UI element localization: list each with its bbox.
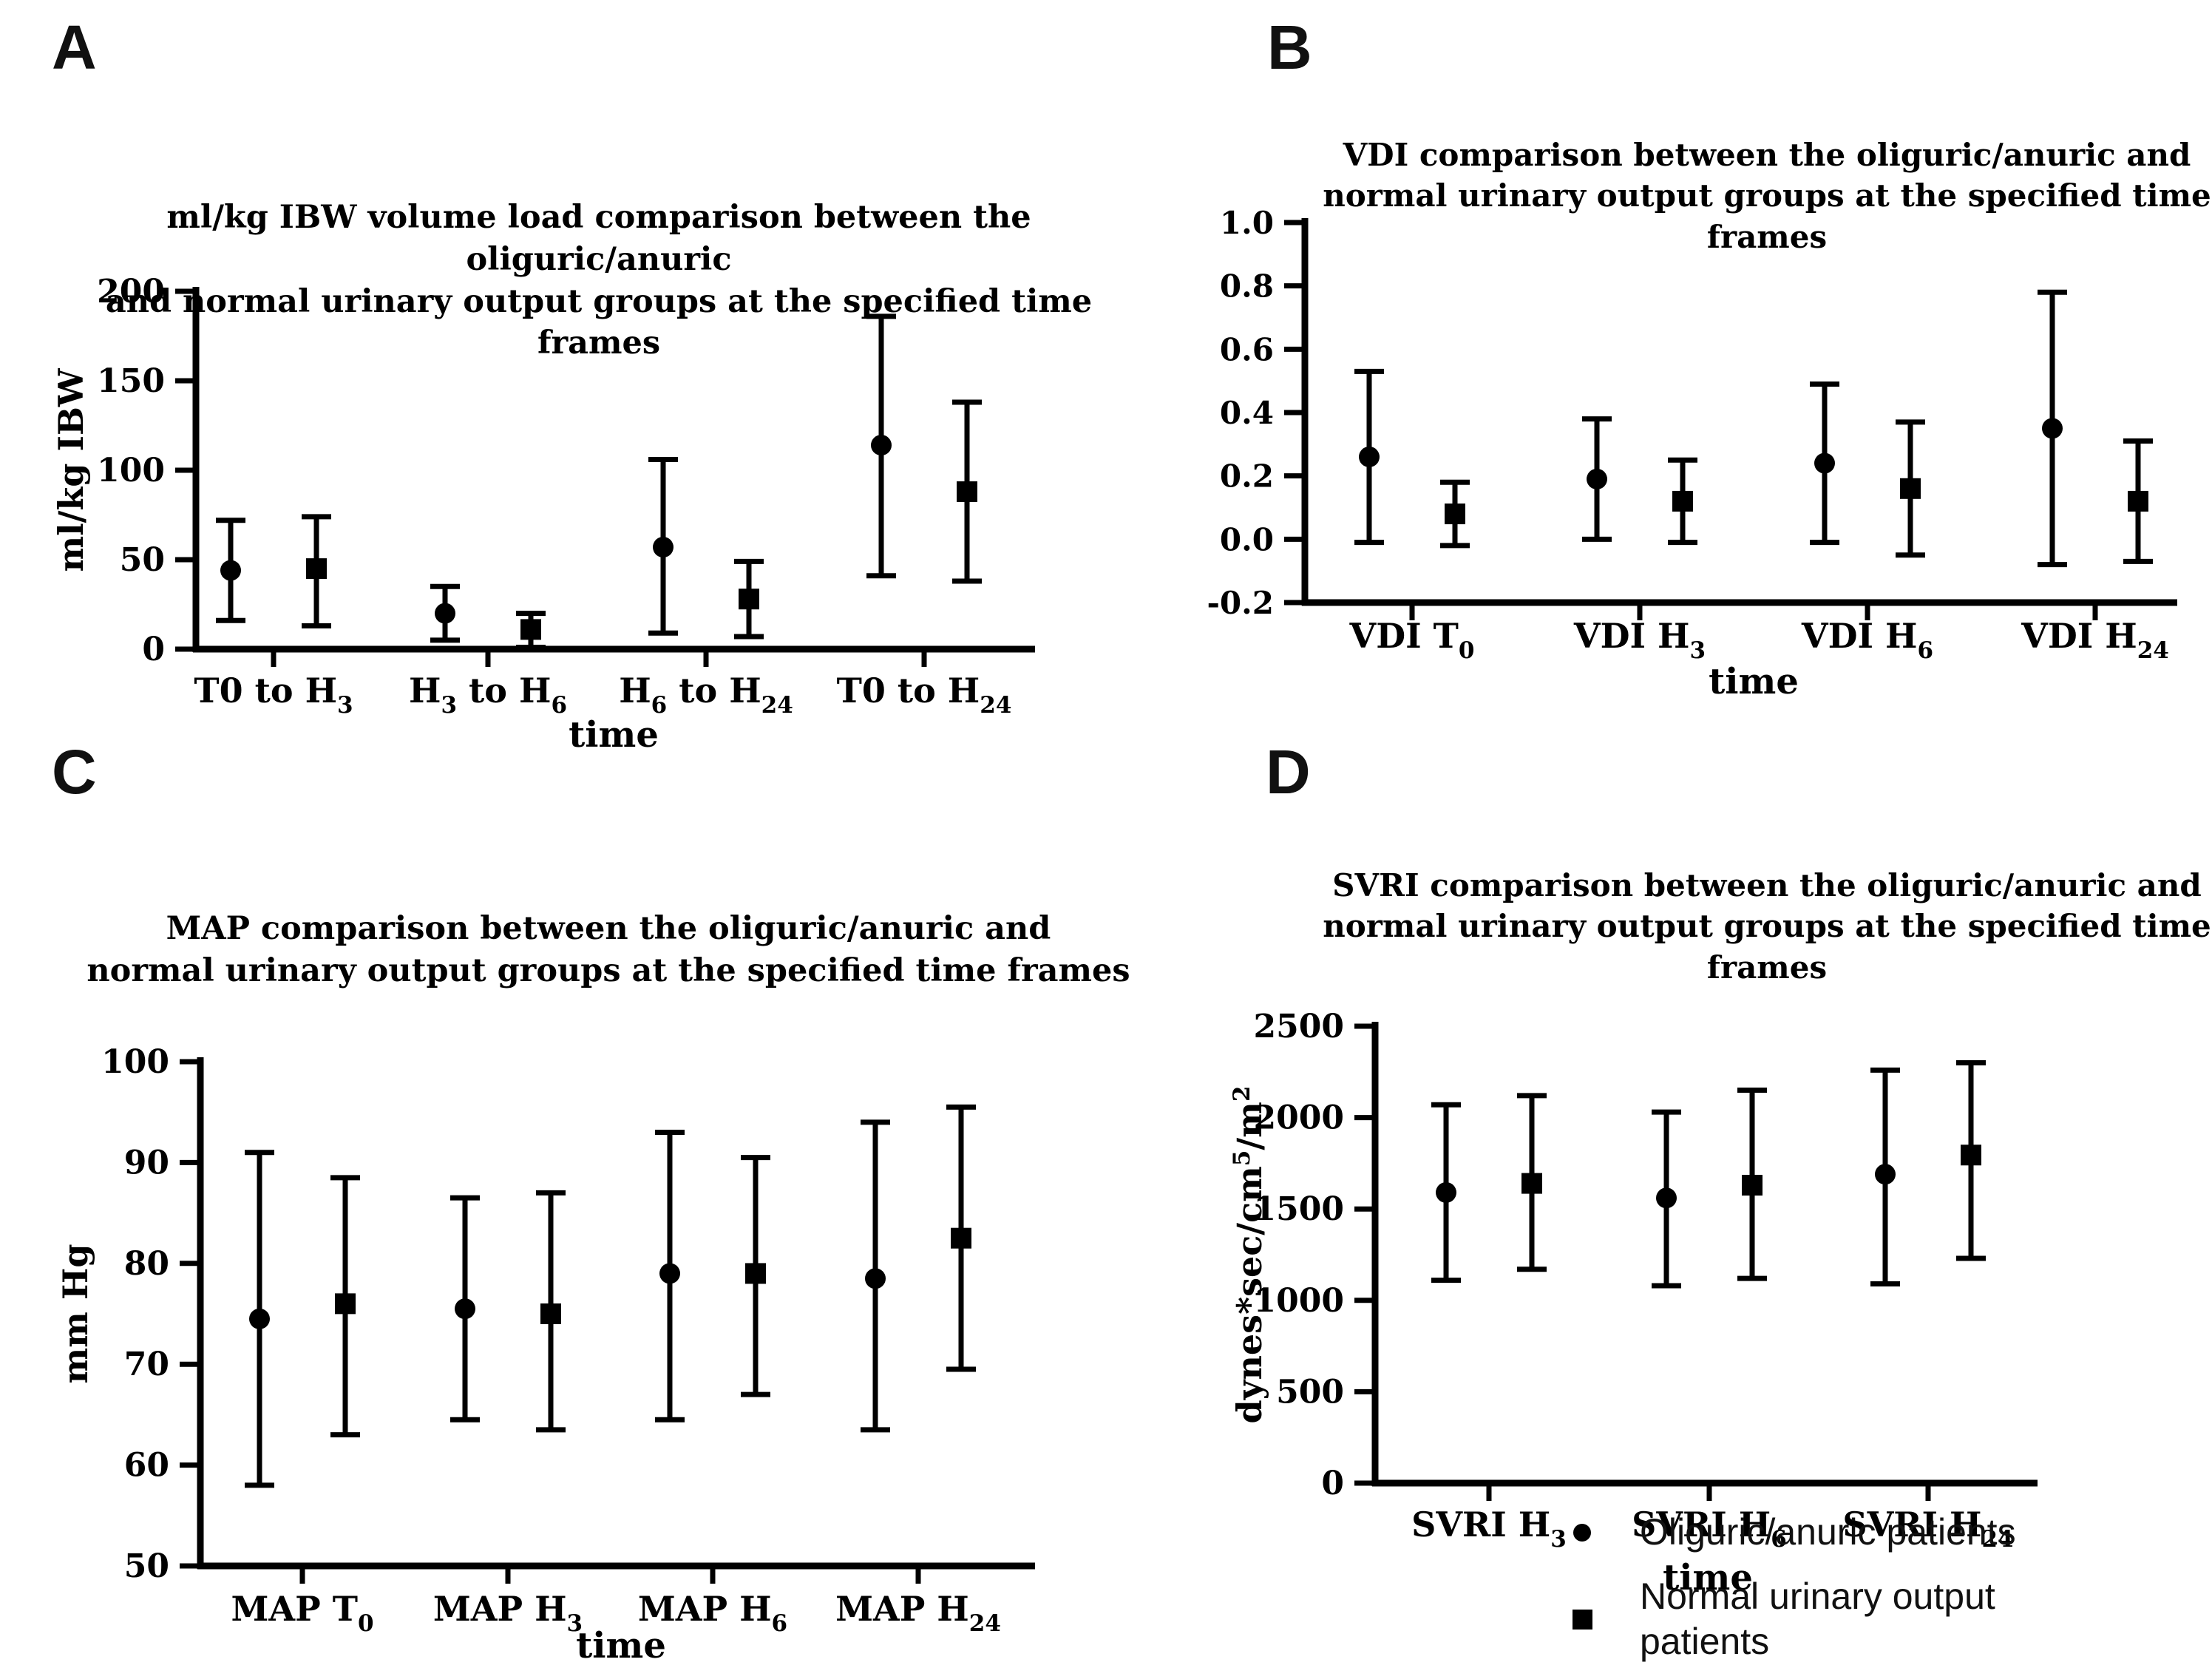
svg-text:time: time: [576, 1625, 666, 1665]
chart-title-d: SVRI comparison between the oliguric/anu…: [1323, 867, 2211, 986]
svg-text:MAP H24: MAP H24: [835, 1589, 1001, 1637]
svg-text:MAP H6: MAP H6: [638, 1589, 787, 1637]
svg-text:70: 70: [124, 1346, 169, 1383]
panel-label-b: B: [1267, 13, 1312, 82]
svg-text:SVRI H3: SVRI H3: [1411, 1505, 1567, 1553]
svg-text:150: 150: [97, 362, 165, 400]
panel-label-d: D: [1266, 737, 1311, 807]
chart-title-b: VDI comparison between the oliguric/anur…: [1323, 137, 2211, 255]
svg-text:H3 to H6: H3 to H6: [409, 671, 567, 719]
legend-label-normal: Normal urinary output patients: [1640, 1576, 1995, 1662]
svg-text:0: 0: [1321, 1465, 1344, 1502]
svg-text:T0 to H24: T0 to H24: [837, 671, 1012, 719]
svg-text:0: 0: [142, 631, 165, 668]
svg-text:1500: 1500: [1254, 1190, 1344, 1228]
svg-text:2500: 2500: [1254, 1008, 1344, 1045]
svg-text:100: 100: [97, 452, 165, 489]
svg-text:VDI T0: VDI T0: [1349, 616, 1475, 664]
svg-text:time: time: [569, 714, 659, 756]
svg-text:MAP H3: MAP H3: [433, 1589, 583, 1637]
svg-text:2000: 2000: [1254, 1099, 1344, 1137]
svg-text:time: time: [1709, 661, 1799, 702]
svg-text:mm Hg: mm Hg: [55, 1244, 95, 1384]
svg-text:60: 60: [124, 1447, 169, 1485]
legend-label-oliguric: Oliguric/anuric patients: [1640, 1511, 2016, 1553]
svg-text:MAP T0: MAP T0: [231, 1589, 373, 1637]
svg-text:0.4: 0.4: [1220, 395, 1274, 431]
legend-item-oliguric: Oliguric/anuric patients: [1553, 1510, 2069, 1555]
svg-text:0.8: 0.8: [1220, 268, 1274, 305]
chart-title-c: MAP comparison between the oliguric/anur…: [86, 910, 1130, 989]
panel-label-c: C: [52, 737, 97, 807]
panel-label-a: A: [52, 13, 97, 82]
svg-text:500: 500: [1276, 1373, 1344, 1411]
svg-text:0.2: 0.2: [1220, 458, 1274, 495]
legend: Oliguric/anuric patients Normal urinary …: [1553, 1510, 2069, 1664]
svg-text:VDI H3: VDI H3: [1573, 616, 1706, 664]
chart-title-a: ml/kg IBW volume load comparison between…: [105, 199, 1093, 362]
square-marker-icon: [1573, 1609, 1592, 1630]
svg-text:ml/kg IBW: ml/kg IBW: [51, 367, 91, 572]
svg-text:H6 to H24: H6 to H24: [619, 671, 793, 719]
svg-text:50: 50: [120, 541, 165, 579]
svg-text:1.0: 1.0: [1220, 205, 1274, 241]
svg-text:0.0: 0.0: [1220, 521, 1274, 557]
svg-text:dynes*sec/cm5/m2: dynes*sec/cm5/m2: [1229, 1086, 1269, 1424]
svg-text:0.6: 0.6: [1220, 331, 1274, 367]
legend-item-normal: Normal urinary output patients: [1553, 1574, 2069, 1664]
svg-text:100: 100: [101, 1043, 169, 1081]
svg-text:50: 50: [124, 1547, 169, 1585]
svg-text:VDI H24: VDI H24: [2021, 616, 2169, 664]
svg-text:-0.2: -0.2: [1207, 585, 1274, 621]
svg-text:T0 to H3: T0 to H3: [194, 671, 353, 719]
svg-text:80: 80: [124, 1245, 169, 1283]
svg-text:1000: 1000: [1254, 1282, 1344, 1320]
circle-marker-icon: [1573, 1523, 1591, 1542]
svg-text:VDI H6: VDI H6: [1801, 616, 1933, 664]
svg-text:90: 90: [124, 1144, 169, 1181]
